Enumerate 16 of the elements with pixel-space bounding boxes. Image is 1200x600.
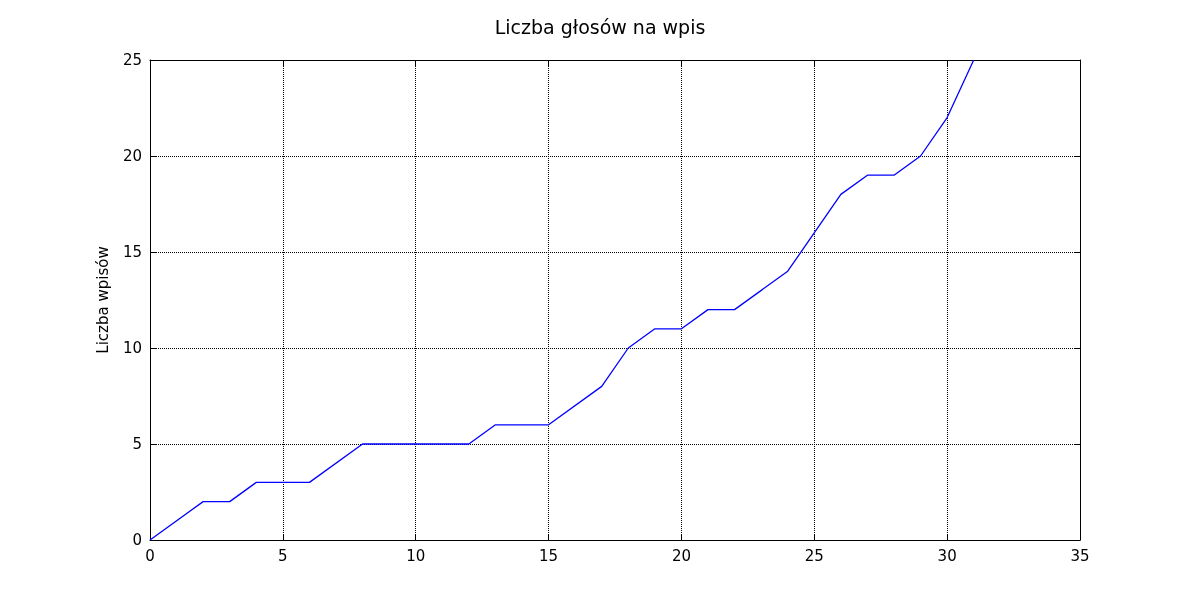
x-tick-label: 5 (278, 546, 288, 565)
y-tick-label: 20 (122, 147, 142, 165)
x-tick-label: 10 (406, 546, 426, 565)
y-tick-label: 0 (132, 531, 142, 549)
chart-title: Liczba głosów na wpis (494, 15, 706, 38)
y-tick-label: 10 (122, 339, 142, 357)
x-tick-label: 30 (937, 546, 957, 565)
x-tick-label: 35 (1070, 546, 1090, 565)
x-tick-label: 20 (671, 546, 691, 565)
y-tick-label: 15 (122, 243, 142, 261)
y-tick-label: 25 (122, 51, 142, 69)
y-axis-title: Liczba wpisów (93, 246, 112, 354)
x-tick-label: 25 (804, 546, 824, 565)
y-tick-label: 5 (132, 435, 142, 453)
x-tick-label: 0 (145, 546, 155, 565)
x-tick-label: 15 (539, 546, 559, 565)
